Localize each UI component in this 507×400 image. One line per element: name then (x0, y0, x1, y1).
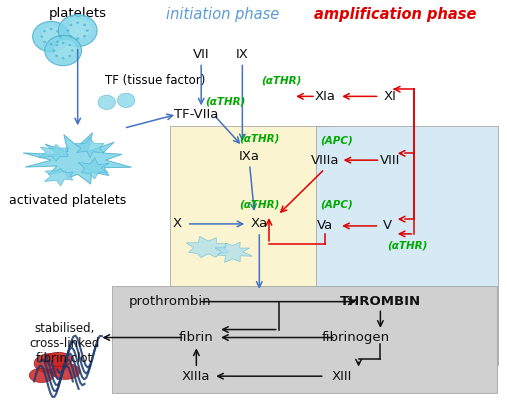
Text: activated platelets: activated platelets (9, 194, 127, 207)
Text: XIIIa: XIIIa (182, 370, 210, 383)
Circle shape (50, 28, 53, 30)
Text: (αTHR): (αTHR) (239, 200, 279, 210)
Polygon shape (23, 133, 132, 184)
Ellipse shape (34, 354, 68, 373)
Circle shape (68, 55, 71, 57)
Circle shape (69, 35, 73, 38)
Circle shape (54, 40, 76, 58)
Text: prothrombin: prothrombin (128, 295, 211, 308)
Circle shape (41, 35, 43, 38)
Circle shape (68, 44, 71, 46)
Polygon shape (45, 168, 73, 186)
Circle shape (86, 29, 89, 32)
Text: (APC): (APC) (320, 135, 353, 145)
Circle shape (62, 57, 64, 59)
Text: X: X (172, 218, 182, 230)
Circle shape (83, 24, 86, 26)
Circle shape (68, 20, 91, 38)
Text: Va: Va (316, 220, 333, 232)
Text: V: V (383, 220, 392, 232)
Text: platelets: platelets (49, 7, 106, 20)
Circle shape (59, 35, 62, 38)
Circle shape (43, 41, 46, 43)
Bar (316, 126, 498, 366)
Circle shape (76, 37, 79, 40)
Circle shape (71, 49, 74, 52)
Polygon shape (75, 138, 104, 158)
Text: (APC): (APC) (320, 200, 353, 210)
Text: fibrinogen: fibrinogen (322, 331, 390, 344)
Text: VII: VII (193, 48, 209, 61)
Text: VIII: VIII (380, 154, 400, 167)
Text: XI: XI (384, 90, 396, 103)
Ellipse shape (51, 364, 80, 379)
Circle shape (55, 55, 58, 57)
Polygon shape (215, 242, 252, 262)
Text: Xa: Xa (250, 218, 268, 230)
Text: THROMBIN: THROMBIN (340, 295, 421, 308)
Polygon shape (39, 144, 68, 161)
Circle shape (42, 26, 64, 44)
Text: (αTHR): (αTHR) (261, 76, 301, 86)
Text: (αTHR): (αTHR) (387, 241, 427, 251)
Circle shape (50, 43, 53, 45)
Circle shape (32, 22, 69, 52)
Text: IX: IX (236, 48, 249, 61)
Ellipse shape (29, 368, 53, 382)
Circle shape (53, 49, 55, 52)
Circle shape (66, 29, 69, 32)
Circle shape (98, 95, 116, 110)
Text: XIa: XIa (314, 90, 335, 103)
Circle shape (76, 21, 79, 24)
Text: TF-VIIa: TF-VIIa (174, 108, 219, 121)
Text: stabilised,
cross-linked
fibrin clot: stabilised, cross-linked fibrin clot (29, 322, 100, 365)
Text: VIIIa: VIIIa (310, 154, 339, 167)
Polygon shape (186, 236, 229, 258)
Circle shape (58, 15, 97, 46)
Text: TF (tissue factor): TF (tissue factor) (105, 74, 206, 87)
Text: amplification phase: amplification phase (314, 7, 476, 22)
Text: initiation phase: initiation phase (166, 7, 279, 22)
Circle shape (45, 35, 82, 66)
Text: (αTHR): (αTHR) (239, 133, 279, 143)
Circle shape (56, 30, 59, 32)
Text: IXa: IXa (239, 150, 260, 163)
Circle shape (56, 41, 59, 43)
Circle shape (43, 30, 46, 32)
Circle shape (62, 42, 64, 44)
Circle shape (118, 93, 135, 108)
Text: fibrin: fibrin (179, 331, 214, 344)
Bar (170, 126, 330, 366)
Bar (112, 286, 497, 393)
Text: (αTHR): (αTHR) (205, 96, 245, 106)
Text: XIII: XIII (332, 370, 352, 383)
Circle shape (83, 35, 86, 38)
Circle shape (69, 24, 73, 26)
Ellipse shape (45, 352, 72, 367)
Circle shape (55, 44, 58, 46)
Polygon shape (78, 158, 109, 179)
